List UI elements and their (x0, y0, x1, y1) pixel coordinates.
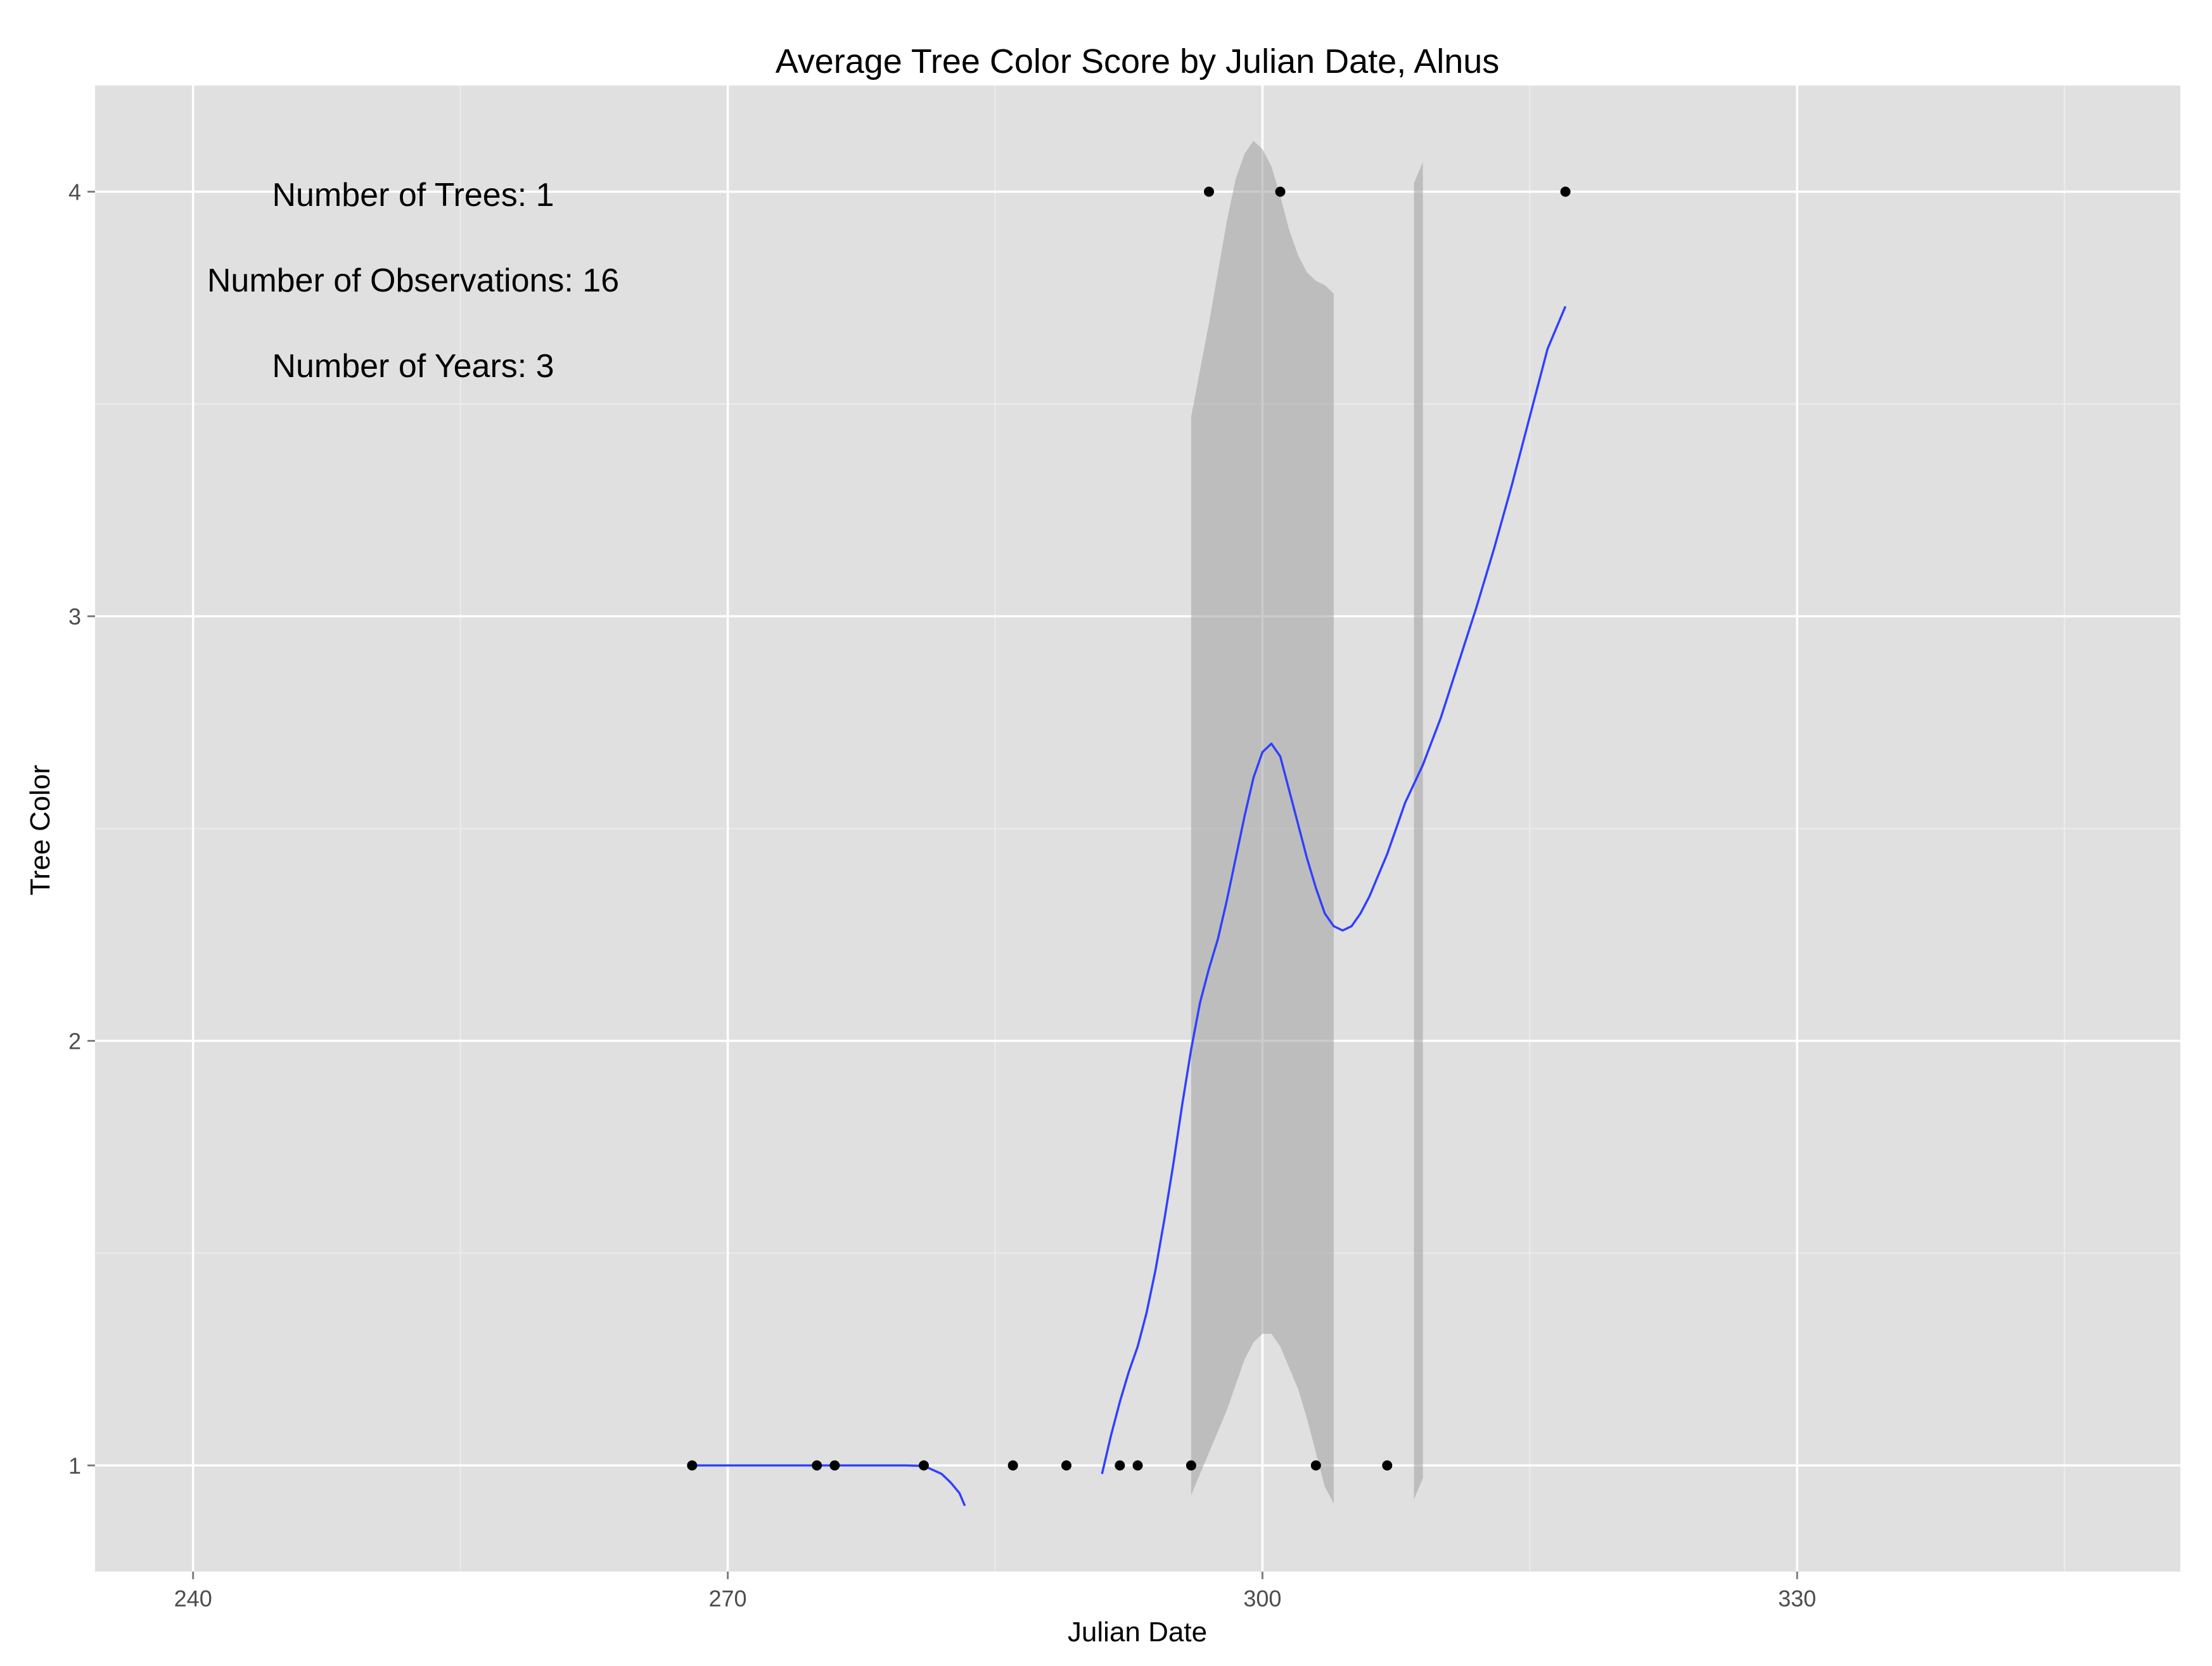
x-tick-label: 300 (1243, 1586, 1281, 1612)
data-point (1115, 1460, 1125, 1471)
data-point (687, 1460, 698, 1471)
data-point (1204, 186, 1215, 197)
data-point (1310, 1460, 1321, 1471)
data-point (812, 1460, 822, 1471)
x-tick-label: 330 (1778, 1586, 1816, 1612)
y-tick-label: 4 (68, 179, 81, 205)
annotation-number-of-years: Number of Years: 3 (272, 348, 554, 385)
x-tick-label: 270 (709, 1586, 747, 1612)
x-axis-ticks: 240 270 300 330 (174, 1572, 1816, 1612)
y-tick-label: 3 (68, 604, 81, 630)
data-point (829, 1460, 840, 1471)
data-point (1275, 186, 1286, 197)
annotation-number-of-trees: Number of Trees: 1 (272, 177, 554, 214)
confidence-band-2 (1414, 162, 1423, 1500)
data-points (687, 186, 1571, 1471)
x-tick-label: 240 (174, 1586, 212, 1612)
data-point (918, 1460, 929, 1471)
y-axis-title: Tree Color (25, 765, 56, 895)
confidence-bands (1191, 141, 1423, 1504)
data-point (1382, 1460, 1393, 1471)
minor-gridlines (95, 86, 2180, 1572)
data-point (1132, 1460, 1143, 1471)
annotation-number-of-observations: Number of Observations: 16 (207, 262, 619, 299)
y-axis-ticks: 1 2 3 4 (68, 179, 95, 1479)
smooth-line-2 (1101, 305, 1567, 1475)
data-point (1007, 1460, 1018, 1471)
chart-title: Average Tree Color Score by Julian Date,… (776, 42, 1500, 80)
x-axis-title: Julian Date (1068, 1617, 1207, 1648)
data-point (1061, 1460, 1071, 1471)
data-point (1186, 1460, 1196, 1471)
y-tick-label: 2 (68, 1028, 81, 1054)
y-tick-label: 1 (68, 1453, 81, 1479)
data-point (1560, 186, 1571, 197)
confidence-band-1 (1191, 141, 1334, 1504)
